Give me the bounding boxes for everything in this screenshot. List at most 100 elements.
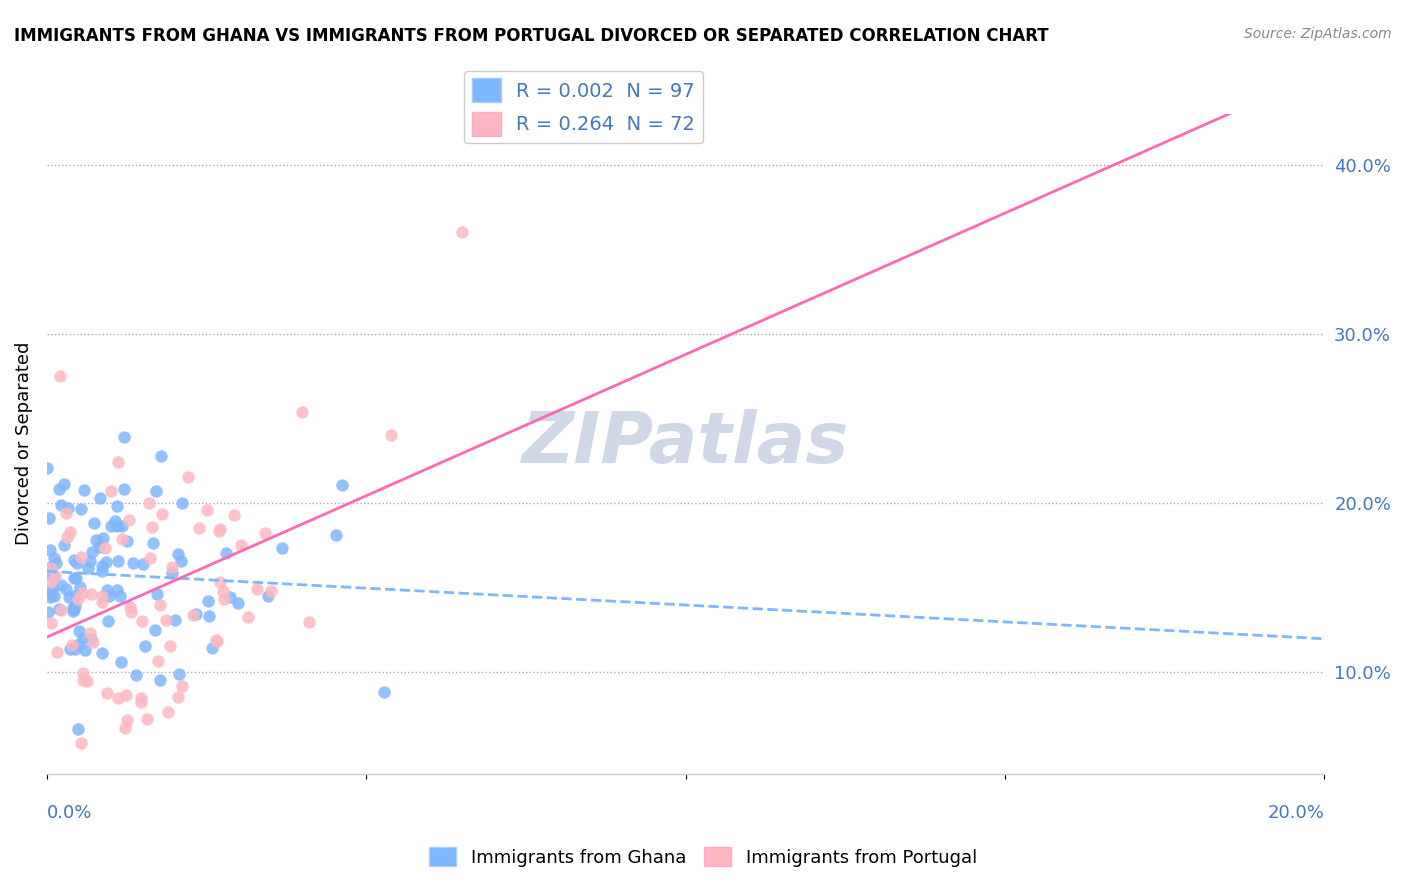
Point bbox=[129, 690, 152, 705]
Point bbox=[105, 582, 128, 597]
Point bbox=[166, 690, 188, 704]
Point bbox=[134, 639, 156, 653]
Point bbox=[55, 582, 77, 597]
Point bbox=[93, 541, 115, 556]
Point bbox=[63, 602, 86, 616]
Point bbox=[188, 521, 211, 535]
Point bbox=[44, 551, 66, 566]
Point bbox=[44, 569, 66, 583]
Point bbox=[141, 520, 163, 534]
Point bbox=[90, 590, 112, 604]
Point bbox=[62, 571, 84, 585]
Point bbox=[172, 496, 194, 510]
Point bbox=[115, 713, 138, 727]
Point bbox=[211, 584, 233, 599]
Text: 0.0%: 0.0% bbox=[46, 805, 93, 822]
Y-axis label: Divorced or Separated: Divorced or Separated bbox=[15, 342, 32, 545]
Point bbox=[39, 615, 62, 630]
Point bbox=[270, 541, 292, 556]
Point bbox=[198, 609, 221, 624]
Point bbox=[124, 668, 146, 682]
Point bbox=[167, 547, 190, 561]
Point bbox=[138, 496, 160, 510]
Point bbox=[39, 561, 62, 575]
Point bbox=[100, 483, 122, 498]
Point bbox=[96, 686, 118, 700]
Point bbox=[39, 590, 62, 604]
Point bbox=[91, 647, 114, 661]
Point bbox=[72, 673, 94, 687]
Point bbox=[37, 605, 59, 619]
Point bbox=[105, 499, 128, 513]
Point bbox=[145, 484, 167, 499]
Point bbox=[67, 637, 90, 651]
Point bbox=[69, 501, 91, 516]
Point bbox=[246, 582, 269, 597]
Point bbox=[91, 559, 114, 574]
Point bbox=[48, 482, 70, 496]
Point bbox=[373, 684, 395, 698]
Point bbox=[231, 538, 253, 552]
Point bbox=[131, 615, 153, 629]
Point bbox=[58, 524, 80, 539]
Point bbox=[75, 643, 97, 657]
Point bbox=[79, 632, 101, 646]
Point bbox=[52, 476, 75, 491]
Point bbox=[291, 405, 314, 419]
Point bbox=[208, 575, 231, 590]
Point bbox=[107, 553, 129, 567]
Point bbox=[37, 461, 59, 475]
Point bbox=[195, 503, 218, 517]
Point bbox=[48, 369, 70, 384]
Point bbox=[162, 559, 184, 574]
Point bbox=[143, 623, 166, 637]
Point bbox=[63, 552, 86, 566]
Point bbox=[117, 534, 139, 549]
Point bbox=[90, 564, 112, 578]
Point bbox=[260, 584, 283, 599]
Point bbox=[108, 589, 131, 603]
Point bbox=[224, 508, 246, 522]
Text: IMMIGRANTS FROM GHANA VS IMMIGRANTS FROM PORTUGAL DIVORCED OR SEPARATED CORRELAT: IMMIGRANTS FROM GHANA VS IMMIGRANTS FROM… bbox=[14, 27, 1049, 45]
Point bbox=[155, 613, 177, 627]
Point bbox=[66, 556, 89, 570]
Point bbox=[205, 634, 228, 648]
Point bbox=[165, 613, 187, 627]
Point bbox=[167, 667, 190, 681]
Point bbox=[149, 450, 172, 464]
Point bbox=[56, 500, 79, 515]
Point bbox=[148, 653, 170, 667]
Point bbox=[149, 673, 172, 687]
Point bbox=[451, 225, 474, 239]
Point bbox=[129, 695, 152, 709]
Point bbox=[58, 590, 80, 604]
Point bbox=[90, 595, 112, 609]
Point bbox=[89, 491, 111, 506]
Point bbox=[38, 511, 60, 525]
Point bbox=[209, 522, 232, 536]
Point bbox=[94, 555, 117, 569]
Point bbox=[46, 645, 69, 659]
Point bbox=[104, 514, 127, 528]
Point bbox=[111, 533, 134, 547]
Point bbox=[115, 688, 138, 702]
Point bbox=[65, 571, 87, 585]
Point bbox=[49, 578, 72, 592]
Point bbox=[254, 525, 277, 540]
Point bbox=[62, 601, 84, 615]
Legend: Immigrants from Ghana, Immigrants from Portugal: Immigrants from Ghana, Immigrants from P… bbox=[422, 840, 984, 874]
Point bbox=[79, 554, 101, 568]
Point bbox=[69, 549, 91, 564]
Point bbox=[107, 455, 129, 469]
Point bbox=[105, 519, 128, 533]
Point bbox=[298, 615, 321, 630]
Point bbox=[39, 543, 62, 558]
Point bbox=[201, 640, 224, 655]
Point bbox=[96, 583, 118, 598]
Point bbox=[170, 554, 193, 568]
Point bbox=[214, 546, 236, 560]
Point bbox=[114, 483, 136, 497]
Point bbox=[236, 610, 259, 624]
Point bbox=[181, 607, 204, 622]
Point bbox=[67, 591, 90, 606]
